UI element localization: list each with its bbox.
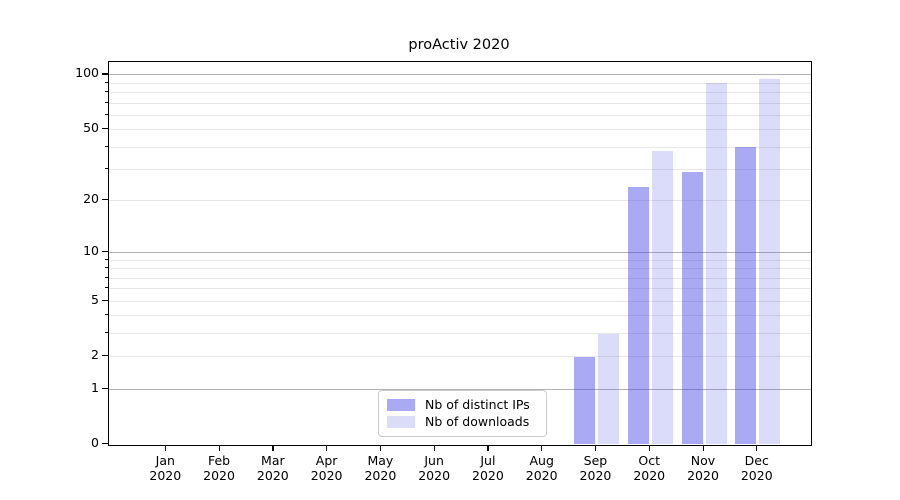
y-gridline-90 xyxy=(109,82,811,84)
legend-item-distinct-ips: Nb of distinct IPs xyxy=(387,398,538,412)
x-tick-label-jul-2020: Jul 2020 xyxy=(472,452,504,484)
x-tick-apr xyxy=(326,444,328,451)
y-gridline-80 xyxy=(109,92,811,94)
x-tick-label-oct-2020: Oct 2020 xyxy=(633,452,666,484)
x-tick-jan xyxy=(164,444,166,451)
bar-nb-of-downloads-sep-2020 xyxy=(597,333,619,445)
y-tick-10 xyxy=(101,251,108,253)
x-tick-may xyxy=(379,444,382,451)
bar-nb-of-distinct-ips-dec-2020 xyxy=(735,147,757,445)
x-tick-dec xyxy=(756,444,758,451)
bar-nb-of-downloads-nov-2020 xyxy=(705,83,727,445)
y-tick-label-0: 0 xyxy=(91,435,99,450)
x-tick-mar xyxy=(272,444,274,451)
y-gridline-60 xyxy=(109,114,811,116)
x-tick-feb xyxy=(218,444,220,451)
y-tick-label-1: 1 xyxy=(91,379,99,395)
y-minor-tick-9 xyxy=(104,258,108,260)
bar-nb-of-downloads-dec-2020 xyxy=(759,79,781,445)
chart-title: proActiv 2020 xyxy=(408,37,510,53)
y-gridline-30 xyxy=(109,169,811,171)
x-tick-oct xyxy=(648,444,650,451)
y-minor-tick-4 xyxy=(104,314,108,316)
x-tick-label-jan-2020: Jan 2020 xyxy=(149,452,182,484)
x-tick-nov xyxy=(702,444,704,451)
x-tick-label-mar-2020: Mar 2020 xyxy=(256,452,289,484)
y-tick-50 xyxy=(101,128,108,130)
y-tick-label-5: 5 xyxy=(91,291,99,307)
y-minor-tick-8 xyxy=(104,267,108,269)
y-gridline-4 xyxy=(109,315,811,317)
y-tick-label-2: 2 xyxy=(91,347,99,363)
y-tick-label-20: 20 xyxy=(83,191,99,207)
y-minor-tick-90 xyxy=(104,81,108,84)
y-tick-20 xyxy=(101,199,108,201)
y-gridline-50 xyxy=(109,129,811,131)
y-gridline-40 xyxy=(109,146,811,148)
y-tick-label-50: 50 xyxy=(83,120,99,136)
y-tick-2 xyxy=(101,355,108,357)
y-tick-100 xyxy=(101,73,108,75)
y-gridline-70 xyxy=(109,102,811,104)
x-tick-label-aug-2020: Aug 2020 xyxy=(525,452,558,484)
bar-nb-of-distinct-ips-sep-2020 xyxy=(573,356,595,445)
y-minor-tick-3 xyxy=(104,332,108,334)
y-gridline-7 xyxy=(109,277,811,279)
x-tick-label-feb-2020: Feb 2020 xyxy=(203,452,235,484)
bar-nb-of-distinct-ips-oct-2020 xyxy=(627,186,649,445)
y-tick-5 xyxy=(101,299,108,301)
plot-inner xyxy=(109,62,811,445)
y-gridline-1 xyxy=(109,388,811,390)
y-tick-0 xyxy=(101,443,108,445)
legend-label-distinct-ips: Nb of distinct IPs xyxy=(425,397,530,412)
y-tick-1 xyxy=(101,387,108,389)
x-tick-label-apr-2020: Apr 2020 xyxy=(310,452,343,484)
y-gridline-9 xyxy=(109,259,811,261)
y-minor-tick-7 xyxy=(104,276,108,278)
y-gridline-2 xyxy=(109,356,811,358)
bar-nb-of-distinct-ips-nov-2020 xyxy=(681,172,703,445)
x-tick-label-jun-2020: Jun 2020 xyxy=(418,452,451,484)
y-gridline-100 xyxy=(109,74,811,76)
y-minor-tick-30 xyxy=(104,168,108,170)
y-tick-label-10: 10 xyxy=(83,243,99,258)
y-gridline-6 xyxy=(109,288,811,290)
legend-swatch-distinct-ips xyxy=(387,399,415,411)
y-gridline-3 xyxy=(109,333,811,334)
x-tick-sep xyxy=(594,444,597,451)
y-gridline-10 xyxy=(109,252,811,253)
y-minor-tick-6 xyxy=(104,287,108,289)
legend: Nb of distinct IPs Nb of downloads xyxy=(378,390,547,437)
x-tick-label-may-2020: May 2020 xyxy=(364,452,397,484)
x-tick-jul xyxy=(487,444,489,451)
y-minor-tick-40 xyxy=(104,145,108,147)
y-minor-tick-70 xyxy=(104,101,108,103)
y-gridline-5 xyxy=(109,300,811,302)
y-minor-tick-80 xyxy=(104,91,108,93)
plot-area xyxy=(108,60,812,446)
legend-item-downloads: Nb of downloads xyxy=(387,415,538,429)
y-gridline-8 xyxy=(109,268,811,270)
y-minor-tick-60 xyxy=(104,113,108,116)
x-tick-label-nov-2020: Nov 2020 xyxy=(687,452,719,484)
x-tick-aug xyxy=(541,444,543,451)
legend-swatch-downloads xyxy=(387,416,415,428)
bar-nb-of-downloads-oct-2020 xyxy=(651,151,673,445)
y-tick-label-100: 100 xyxy=(75,65,99,81)
legend-label-downloads: Nb of downloads xyxy=(425,414,530,429)
y-gridline-20 xyxy=(109,200,811,202)
x-tick-jun xyxy=(433,444,435,451)
x-tick-label-sep-2020: Sep 2020 xyxy=(579,452,612,484)
x-tick-label-dec-2020: Dec 2020 xyxy=(740,452,773,484)
